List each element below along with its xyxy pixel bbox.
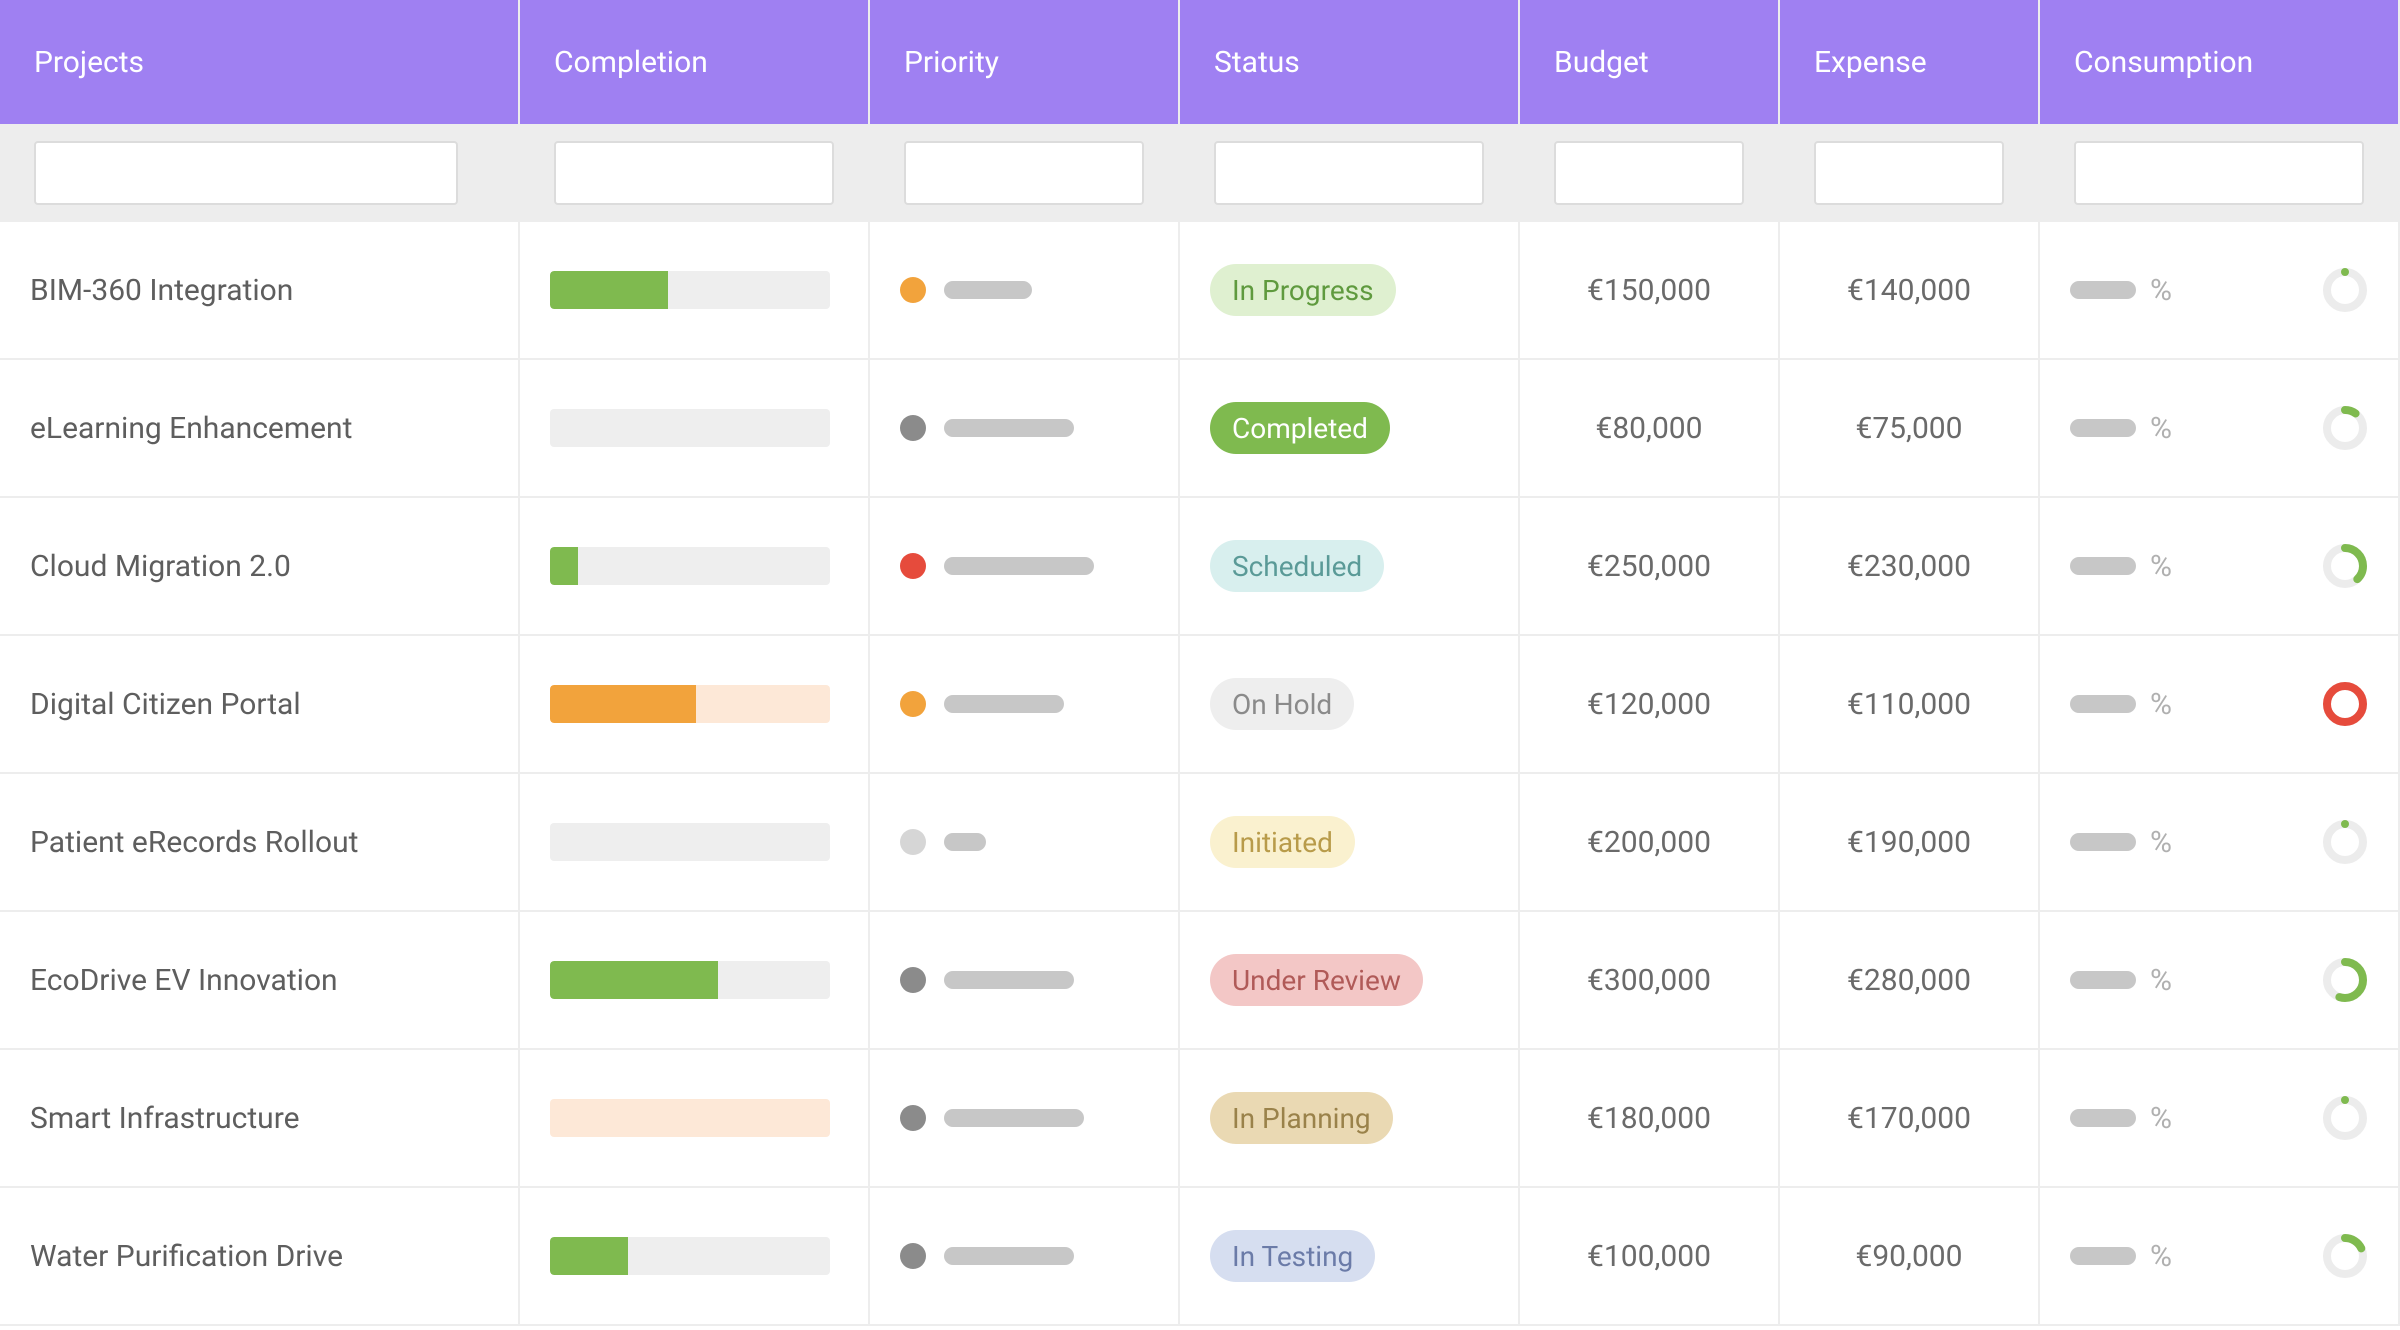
col-header-consumption[interactable]: Consumption xyxy=(2040,0,2400,124)
completion-bar xyxy=(550,1099,830,1137)
priority-indicator xyxy=(900,1243,1074,1269)
consumption-indicator: % xyxy=(2070,819,2368,865)
consumption-ring-icon xyxy=(2322,1233,2368,1279)
consumption-indicator: % xyxy=(2070,681,2368,727)
budget-value: €200,000 xyxy=(1550,825,1748,860)
status-badge: On Hold xyxy=(1210,678,1354,730)
status-badge: Under Review xyxy=(1210,954,1423,1006)
col-header-status[interactable]: Status xyxy=(1180,0,1520,124)
filter-projects[interactable] xyxy=(34,141,458,205)
consumption-ring-icon xyxy=(2322,267,2368,313)
project-name: Digital Citizen Portal xyxy=(30,687,301,722)
completion-bar xyxy=(550,409,830,447)
table-row[interactable]: Water Purification Drive In Testing €100,0… xyxy=(0,1188,2400,1326)
priority-dot-icon xyxy=(900,967,926,993)
table-row[interactable]: BIM-360 Integration In Progress €150,000 €1… xyxy=(0,222,2400,360)
table-row[interactable]: EcoDrive EV Innovation Under Review €300,0… xyxy=(0,912,2400,1050)
filter-consumption[interactable] xyxy=(2074,141,2364,205)
expense-value: €110,000 xyxy=(1810,687,2008,722)
table-body: BIM-360 Integration In Progress €150,000 €1… xyxy=(0,222,2400,1326)
consumption-ring-icon xyxy=(2322,957,2368,1003)
completion-bar xyxy=(550,1237,830,1275)
status-badge: In Progress xyxy=(1210,264,1396,316)
priority-dot-icon xyxy=(900,553,926,579)
filter-status[interactable] xyxy=(1214,141,1484,205)
table-header-row: Projects Completion Priority Status Budg… xyxy=(0,0,2400,126)
table-row[interactable]: Patient eRecords Rollout Initiated €200,00… xyxy=(0,774,2400,912)
priority-dot-icon xyxy=(900,415,926,441)
expense-value: €170,000 xyxy=(1810,1101,2008,1136)
completion-bar xyxy=(550,685,830,723)
completion-bar xyxy=(550,547,830,585)
status-badge: Completed xyxy=(1210,402,1390,454)
project-name: EcoDrive EV Innovation xyxy=(30,963,338,998)
table-row[interactable]: eLearning Enhancement Completed €80,000 €75… xyxy=(0,360,2400,498)
priority-indicator xyxy=(900,691,1064,717)
expense-value: €90,000 xyxy=(1810,1239,2008,1274)
project-name: Water Purification Drive xyxy=(30,1239,343,1274)
priority-dot-icon xyxy=(900,1105,926,1131)
consumption-ring-icon xyxy=(2322,681,2368,727)
priority-indicator xyxy=(900,967,1074,993)
consumption-indicator: % xyxy=(2070,1095,2368,1141)
completion-bar xyxy=(550,271,830,309)
filter-completion[interactable] xyxy=(554,141,834,205)
status-badge: Initiated xyxy=(1210,816,1355,868)
status-badge: In Testing xyxy=(1210,1230,1375,1282)
col-header-projects[interactable]: Projects xyxy=(0,0,520,124)
consumption-indicator: % xyxy=(2070,1233,2368,1279)
expense-value: €280,000 xyxy=(1810,963,2008,998)
expense-value: €230,000 xyxy=(1810,549,2008,584)
col-header-priority[interactable]: Priority xyxy=(870,0,1180,124)
filter-budget[interactable] xyxy=(1554,141,1744,205)
consumption-ring-icon xyxy=(2322,543,2368,589)
table-row[interactable]: Cloud Migration 2.0 Scheduled €250,000 €230… xyxy=(0,498,2400,636)
completion-bar xyxy=(550,961,830,999)
completion-bar xyxy=(550,823,830,861)
budget-value: €180,000 xyxy=(1550,1101,1748,1136)
consumption-ring-icon xyxy=(2322,1095,2368,1141)
budget-value: €150,000 xyxy=(1550,273,1748,308)
expense-value: €75,000 xyxy=(1810,411,2008,446)
col-header-completion[interactable]: Completion xyxy=(520,0,870,124)
project-name: Smart Infrastructure xyxy=(30,1101,300,1136)
budget-value: €300,000 xyxy=(1550,963,1748,998)
priority-indicator xyxy=(900,415,1074,441)
priority-indicator xyxy=(900,1105,1084,1131)
budget-value: €250,000 xyxy=(1550,549,1748,584)
priority-dot-icon xyxy=(900,1243,926,1269)
consumption-indicator: % xyxy=(2070,957,2368,1003)
expense-value: €190,000 xyxy=(1810,825,2008,860)
consumption-indicator: % xyxy=(2070,543,2368,589)
project-name: eLearning Enhancement xyxy=(30,411,352,446)
budget-value: €80,000 xyxy=(1550,411,1748,446)
consumption-indicator: % xyxy=(2070,267,2368,313)
col-header-budget[interactable]: Budget xyxy=(1520,0,1780,124)
consumption-indicator: % xyxy=(2070,405,2368,451)
project-name: BIM-360 Integration xyxy=(30,273,293,308)
priority-indicator xyxy=(900,829,986,855)
filter-priority[interactable] xyxy=(904,141,1144,205)
budget-value: €120,000 xyxy=(1550,687,1748,722)
table-row[interactable]: Digital Citizen Portal On Hold €120,000 €11… xyxy=(0,636,2400,774)
priority-dot-icon xyxy=(900,829,926,855)
expense-value: €140,000 xyxy=(1810,273,2008,308)
consumption-ring-icon xyxy=(2322,819,2368,865)
priority-dot-icon xyxy=(900,277,926,303)
project-name: Cloud Migration 2.0 xyxy=(30,549,291,584)
table-row[interactable]: Smart Infrastructure In Planning €180,000 €… xyxy=(0,1050,2400,1188)
status-badge: Scheduled xyxy=(1210,540,1384,592)
priority-indicator xyxy=(900,277,1032,303)
status-badge: In Planning xyxy=(1210,1092,1393,1144)
table-filter-row xyxy=(0,126,2400,222)
projects-table: Projects Completion Priority Status Budg… xyxy=(0,0,2400,1326)
priority-dot-icon xyxy=(900,691,926,717)
project-name: Patient eRecords Rollout xyxy=(30,825,358,860)
budget-value: €100,000 xyxy=(1550,1239,1748,1274)
filter-expense[interactable] xyxy=(1814,141,2004,205)
priority-indicator xyxy=(900,553,1094,579)
col-header-expense[interactable]: Expense xyxy=(1780,0,2040,124)
consumption-ring-icon xyxy=(2322,405,2368,451)
